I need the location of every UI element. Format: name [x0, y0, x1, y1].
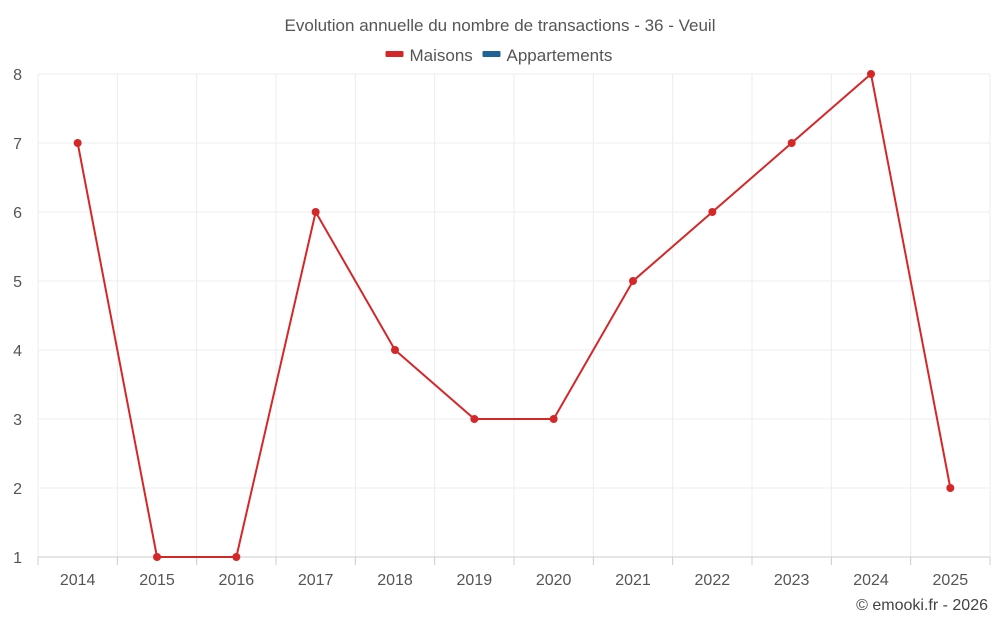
legend-item-maisons[interactable]: Maisons	[385, 46, 473, 65]
data-point-2016	[232, 553, 241, 561]
y-tick-label: 2	[13, 481, 22, 498]
data-point-2025	[946, 484, 955, 492]
x-tick-label: 2022	[695, 572, 731, 589]
y-tick-label: 5	[13, 274, 22, 291]
legend-swatch	[385, 51, 404, 57]
x-axis-ticks: 2014 2015 2016 2017 2018 2019 2020 2021 2022 2023…	[60, 572, 968, 589]
x-tick-label: 2025	[933, 572, 969, 589]
x-tick-label: 2024	[853, 572, 889, 589]
chart-title: Evolution annuelle du nombre de transact…	[285, 16, 716, 35]
x-tick-label: 2015	[139, 572, 175, 589]
x-tick-label: 2023	[774, 572, 810, 589]
x-tick-label: 2016	[219, 572, 255, 589]
data-point-2024	[867, 70, 875, 78]
x-tick-label: 2020	[536, 572, 572, 589]
legend-swatch	[482, 51, 501, 57]
grid-lines	[37, 73, 991, 557]
series-layer	[73, 70, 955, 561]
y-tick-label: 4	[13, 343, 22, 360]
data-point-2023	[787, 139, 796, 147]
data-point-2020	[549, 415, 558, 423]
y-tick-label: 8	[13, 67, 22, 84]
series-line-maisons	[76, 73, 952, 558]
y-axis-ticks: 1 2 3 4 5 6 7 8	[13, 67, 22, 567]
data-point-2018	[391, 346, 399, 354]
data-point-2021	[629, 277, 637, 285]
legend: Maisons Appartements	[385, 46, 613, 65]
y-tick-label: 1	[13, 550, 22, 567]
data-point-2017	[311, 208, 320, 216]
data-point-2015	[153, 553, 161, 561]
y-tick-label: 7	[13, 136, 22, 153]
x-tick-label: 2017	[298, 572, 334, 589]
axes	[37, 556, 991, 565]
y-tick-label: 3	[13, 412, 22, 429]
legend-label: Maisons	[410, 46, 473, 65]
x-tick-label: 2021	[615, 572, 651, 589]
data-point-2014	[73, 139, 82, 147]
x-tick-label: 2014	[60, 572, 96, 589]
data-point-2019	[470, 415, 479, 423]
x-tick-label: 2018	[377, 572, 413, 589]
x-tick-label: 2019	[457, 572, 493, 589]
y-tick-label: 6	[13, 205, 22, 222]
legend-item-appartements[interactable]: Appartements	[482, 46, 613, 65]
data-point-2022	[708, 208, 717, 216]
legend-label: Appartements	[507, 46, 613, 65]
credit-text: © emooki.fr - 2026	[856, 597, 988, 614]
